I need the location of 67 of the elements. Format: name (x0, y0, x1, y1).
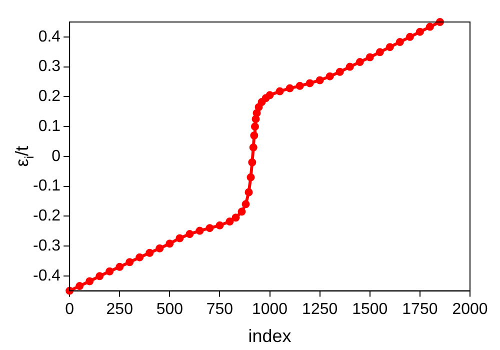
point (86, 277, 94, 286)
y-tick-label: -0.4 (32, 267, 61, 284)
y-tick-label: -0.2 (32, 208, 61, 225)
point (126, 258, 134, 266)
point (356, 58, 364, 66)
point (242, 200, 250, 208)
point (254, 103, 263, 112)
point (249, 143, 258, 152)
y-tick-label: 0.4 (38, 28, 61, 46)
point (250, 131, 258, 140)
point (416, 28, 424, 36)
point (248, 158, 256, 166)
y-axis-title: εi/t (12, 146, 36, 167)
point (206, 224, 214, 232)
x-tick-label: 1250 (302, 300, 338, 318)
point (306, 79, 314, 88)
y-tick-label: 0.2 (38, 88, 61, 106)
point (246, 173, 255, 182)
point (238, 208, 246, 216)
x-tick-label: 1750 (402, 300, 438, 318)
point (252, 115, 260, 124)
y-tick-label: 0.1 (38, 118, 61, 135)
y-tick-label: -0.3 (32, 237, 61, 254)
point (146, 248, 154, 257)
x-tick-label: 0 (65, 300, 74, 318)
point (96, 272, 104, 280)
point (296, 82, 304, 90)
point (252, 109, 261, 118)
point (396, 38, 404, 46)
point (156, 244, 164, 252)
point (376, 48, 384, 56)
point (186, 230, 194, 238)
y-tick-label: 0 (52, 148, 61, 165)
point (336, 68, 344, 76)
point (386, 43, 394, 52)
point (326, 72, 334, 80)
point (66, 286, 74, 295)
point (266, 91, 274, 100)
x-tick-label: 750 (206, 300, 234, 318)
point (286, 84, 294, 92)
point (406, 32, 414, 41)
point (176, 234, 184, 242)
point (76, 282, 84, 290)
x-axis-title: index (248, 326, 292, 346)
point (436, 18, 444, 26)
point (244, 188, 253, 196)
point (216, 221, 224, 230)
point (250, 122, 259, 131)
point (426, 22, 434, 31)
point (106, 267, 114, 276)
point (226, 218, 234, 226)
x-tick-label: 1000 (252, 300, 288, 318)
point (232, 214, 240, 222)
x-tick-label: 2000 (452, 300, 488, 318)
point (166, 240, 174, 248)
y-tick-label: 0.3 (38, 58, 61, 76)
point (366, 53, 374, 62)
point (276, 87, 284, 96)
x-tick-label: 500 (156, 300, 184, 318)
x-tick-label: 250 (106, 300, 134, 318)
point (316, 76, 324, 84)
point (136, 253, 144, 262)
point (196, 226, 204, 235)
point (346, 62, 354, 71)
point (116, 262, 124, 271)
x-tick-label: 1500 (352, 300, 388, 318)
y-tick-label: -0.1 (32, 178, 61, 195)
